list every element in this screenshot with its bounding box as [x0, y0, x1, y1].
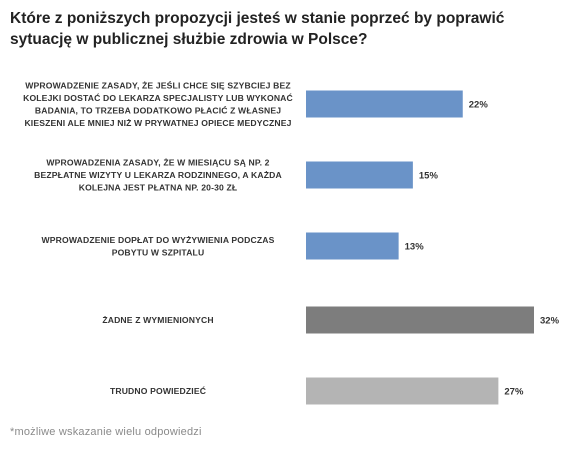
bar-4 [306, 306, 534, 334]
value-label-2: 15% [419, 171, 439, 182]
category-label-2: WPROWADZENIA ZASADY, ŻE W MIESIĄCU SĄ NP… [34, 158, 282, 193]
footnote: *możliwe wskazanie wielu odpowiedzi [10, 426, 202, 438]
bar-3 [306, 232, 399, 260]
bar-2 [306, 161, 413, 189]
bar-5 [306, 377, 499, 405]
value-label-3: 13% [405, 242, 425, 253]
value-label-4: 32% [540, 316, 560, 327]
value-label-1: 22% [469, 100, 489, 111]
category-label-5: TRUDNO POWIEDZIEĆ [110, 385, 206, 396]
chart-title: Które z poniższych propozycji jesteś w s… [10, 10, 505, 48]
category-label-4: ŻADNE Z WYMIENIONYCH [102, 315, 213, 325]
value-label-5: 27% [504, 387, 524, 398]
category-label-1: WPROWADZENIE ZASADY, ŻE JEŚLI CHCE SIĘ S… [23, 79, 293, 128]
bar-1 [306, 90, 463, 118]
category-label-3: WPROWADZENIE DOPŁAT DO WYŻYWIENIA PODCZA… [42, 235, 275, 258]
